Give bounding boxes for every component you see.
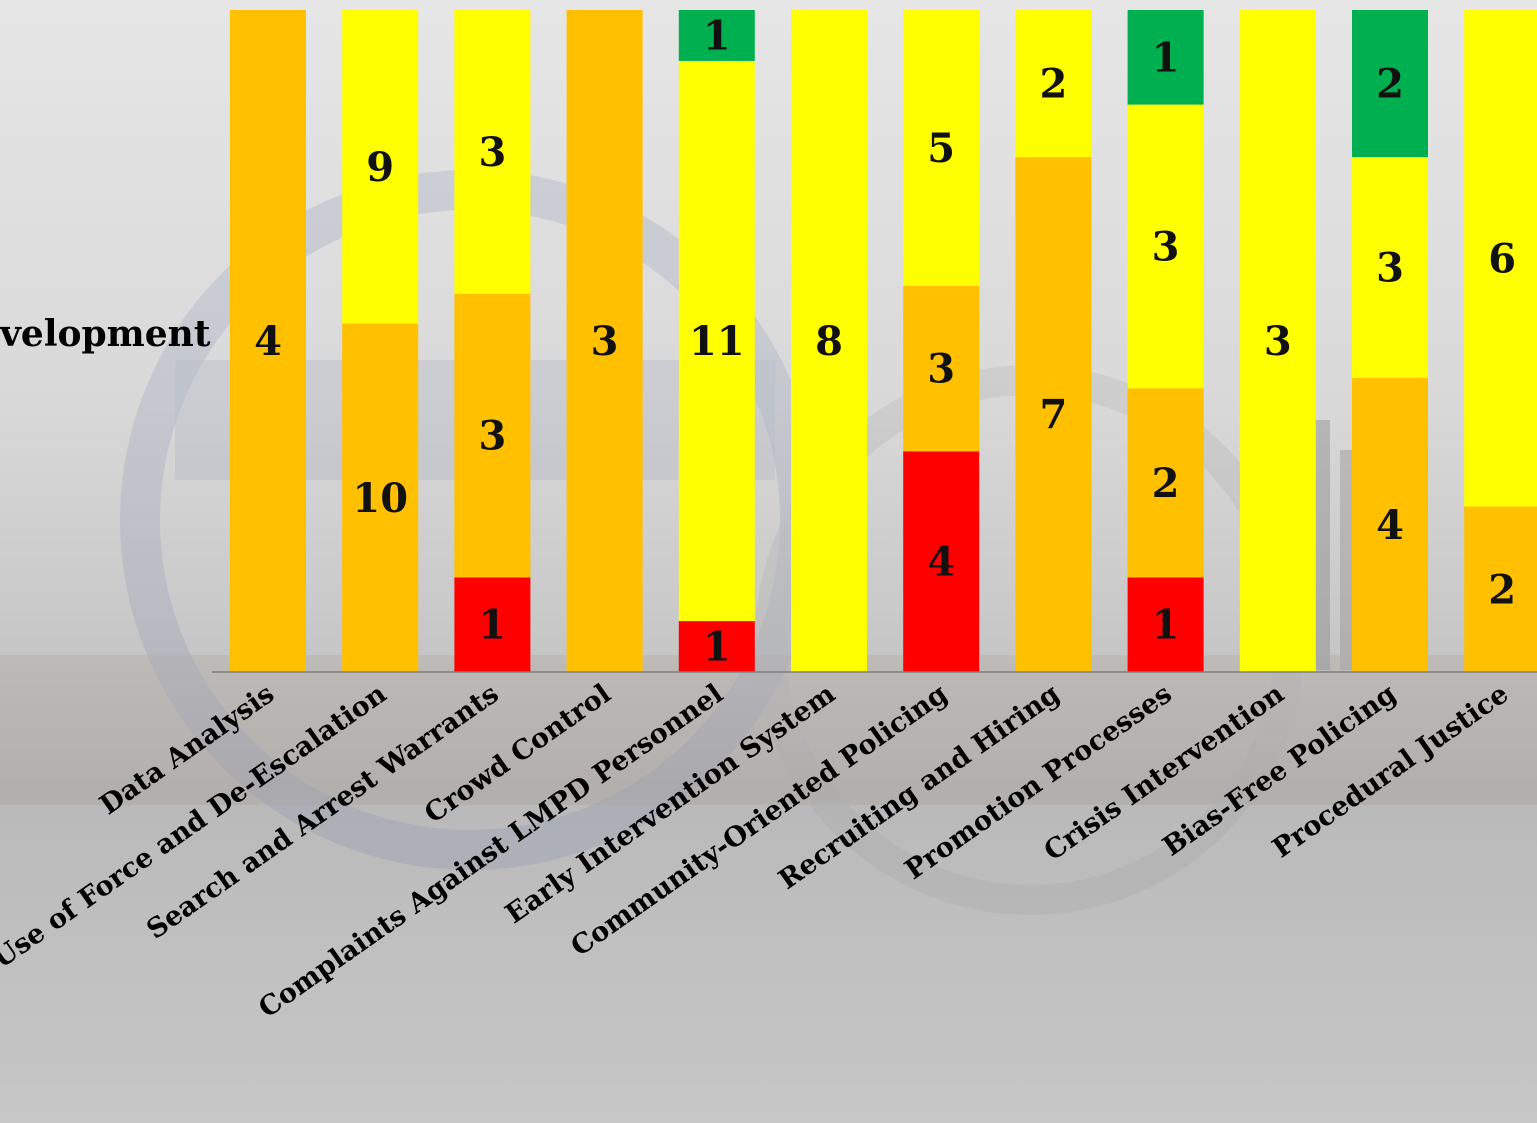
data-label-crisis-intervention-2: 3	[1264, 318, 1292, 365]
data-label-procedural-justice-1: 2	[1488, 566, 1516, 613]
bar-segment-community-oriented-policing-0	[903, 451, 980, 672]
data-label-promotion-processes-1: 2	[1152, 460, 1180, 507]
data-label-procedural-justice-2: 6	[1488, 235, 1516, 282]
bar-segment-bias-free-policing-3	[1352, 10, 1428, 158]
data-label-bias-free-policing-3: 2	[1376, 61, 1404, 108]
data-label-search-and-arrest-warrants-1: 3	[478, 413, 506, 460]
bar-segment-community-oriented-policing-1	[903, 285, 980, 452]
bar-segment-recruiting-and-hiring-2	[1015, 10, 1092, 158]
bar-segment-complaints-against-lmpd-personnel-3	[678, 10, 755, 61]
data-label-community-oriented-policing-2: 5	[927, 125, 955, 172]
bar-segment-use-of-force-and-de-escalation-2	[342, 10, 419, 324]
bar-segment-procedural-justice-1	[1464, 506, 1537, 672]
data-label-search-and-arrest-warrants-0: 1	[478, 602, 506, 649]
data-label-crowd-control-1: 3	[591, 318, 619, 365]
data-label-promotion-processes-2: 3	[1152, 223, 1180, 270]
bar-segment-promotion-processes-1	[1127, 388, 1204, 578]
side-label: velopment	[0, 313, 211, 355]
bar-segment-recruiting-and-hiring-1	[1015, 157, 1092, 673]
bar-segment-promotion-processes-2	[1127, 104, 1204, 389]
bar-segment-bias-free-policing-1	[1352, 377, 1428, 672]
data-label-complaints-against-lmpd-personnel-2: 11	[689, 318, 745, 365]
data-label-bias-free-policing-1: 4	[1376, 502, 1404, 549]
data-label-use-of-force-and-de-escalation-2: 9	[366, 144, 394, 191]
data-label-use-of-force-and-de-escalation-1: 10	[352, 475, 408, 522]
data-label-search-and-arrest-warrants-2: 3	[478, 129, 506, 176]
bar-segment-procedural-justice-2	[1464, 10, 1537, 507]
data-label-promotion-processes-3: 1	[1152, 34, 1180, 81]
bar-segment-crowd-control-1	[566, 10, 643, 672]
bar-segment-data-analysis-1	[230, 10, 306, 672]
data-label-recruiting-and-hiring-2: 2	[1039, 61, 1067, 108]
data-label-bias-free-policing-2: 3	[1376, 244, 1404, 291]
data-label-complaints-against-lmpd-personnel-3: 1	[703, 12, 731, 59]
bar-segment-search-and-arrest-warrants-1	[454, 293, 531, 578]
category-label-crowd-control: Crowd Control	[419, 678, 616, 829]
bar-segment-complaints-against-lmpd-personnel-0	[678, 621, 755, 672]
bar-segment-search-and-arrest-warrants-0	[454, 577, 531, 672]
bar-segment-bias-free-policing-2	[1352, 157, 1428, 378]
bar-segment-promotion-processes-3	[1127, 10, 1204, 105]
data-label-promotion-processes-0: 1	[1152, 602, 1180, 649]
bar-segment-community-oriented-policing-2	[903, 10, 980, 286]
data-label-recruiting-and-hiring-1: 7	[1039, 392, 1067, 439]
data-label-data-analysis-1: 4	[254, 318, 282, 365]
bar-segment-search-and-arrest-warrants-2	[454, 10, 531, 294]
data-label-early-intervention-system-2: 8	[815, 318, 843, 365]
data-label-community-oriented-policing-1: 3	[927, 346, 955, 393]
bar-segment-complaints-against-lmpd-personnel-2	[678, 60, 755, 622]
bar-segment-early-intervention-system-2	[791, 10, 867, 672]
data-label-community-oriented-policing-0: 4	[927, 539, 955, 586]
bar-segment-crisis-intervention-2	[1239, 10, 1316, 672]
data-label-complaints-against-lmpd-personnel-0: 1	[703, 624, 731, 671]
bar-segment-promotion-processes-0	[1127, 577, 1204, 672]
category-label-use-of-force-and-de-escalation: Use of Force and De-Escalation	[0, 678, 393, 975]
bar-segment-use-of-force-and-de-escalation-1	[342, 323, 419, 672]
